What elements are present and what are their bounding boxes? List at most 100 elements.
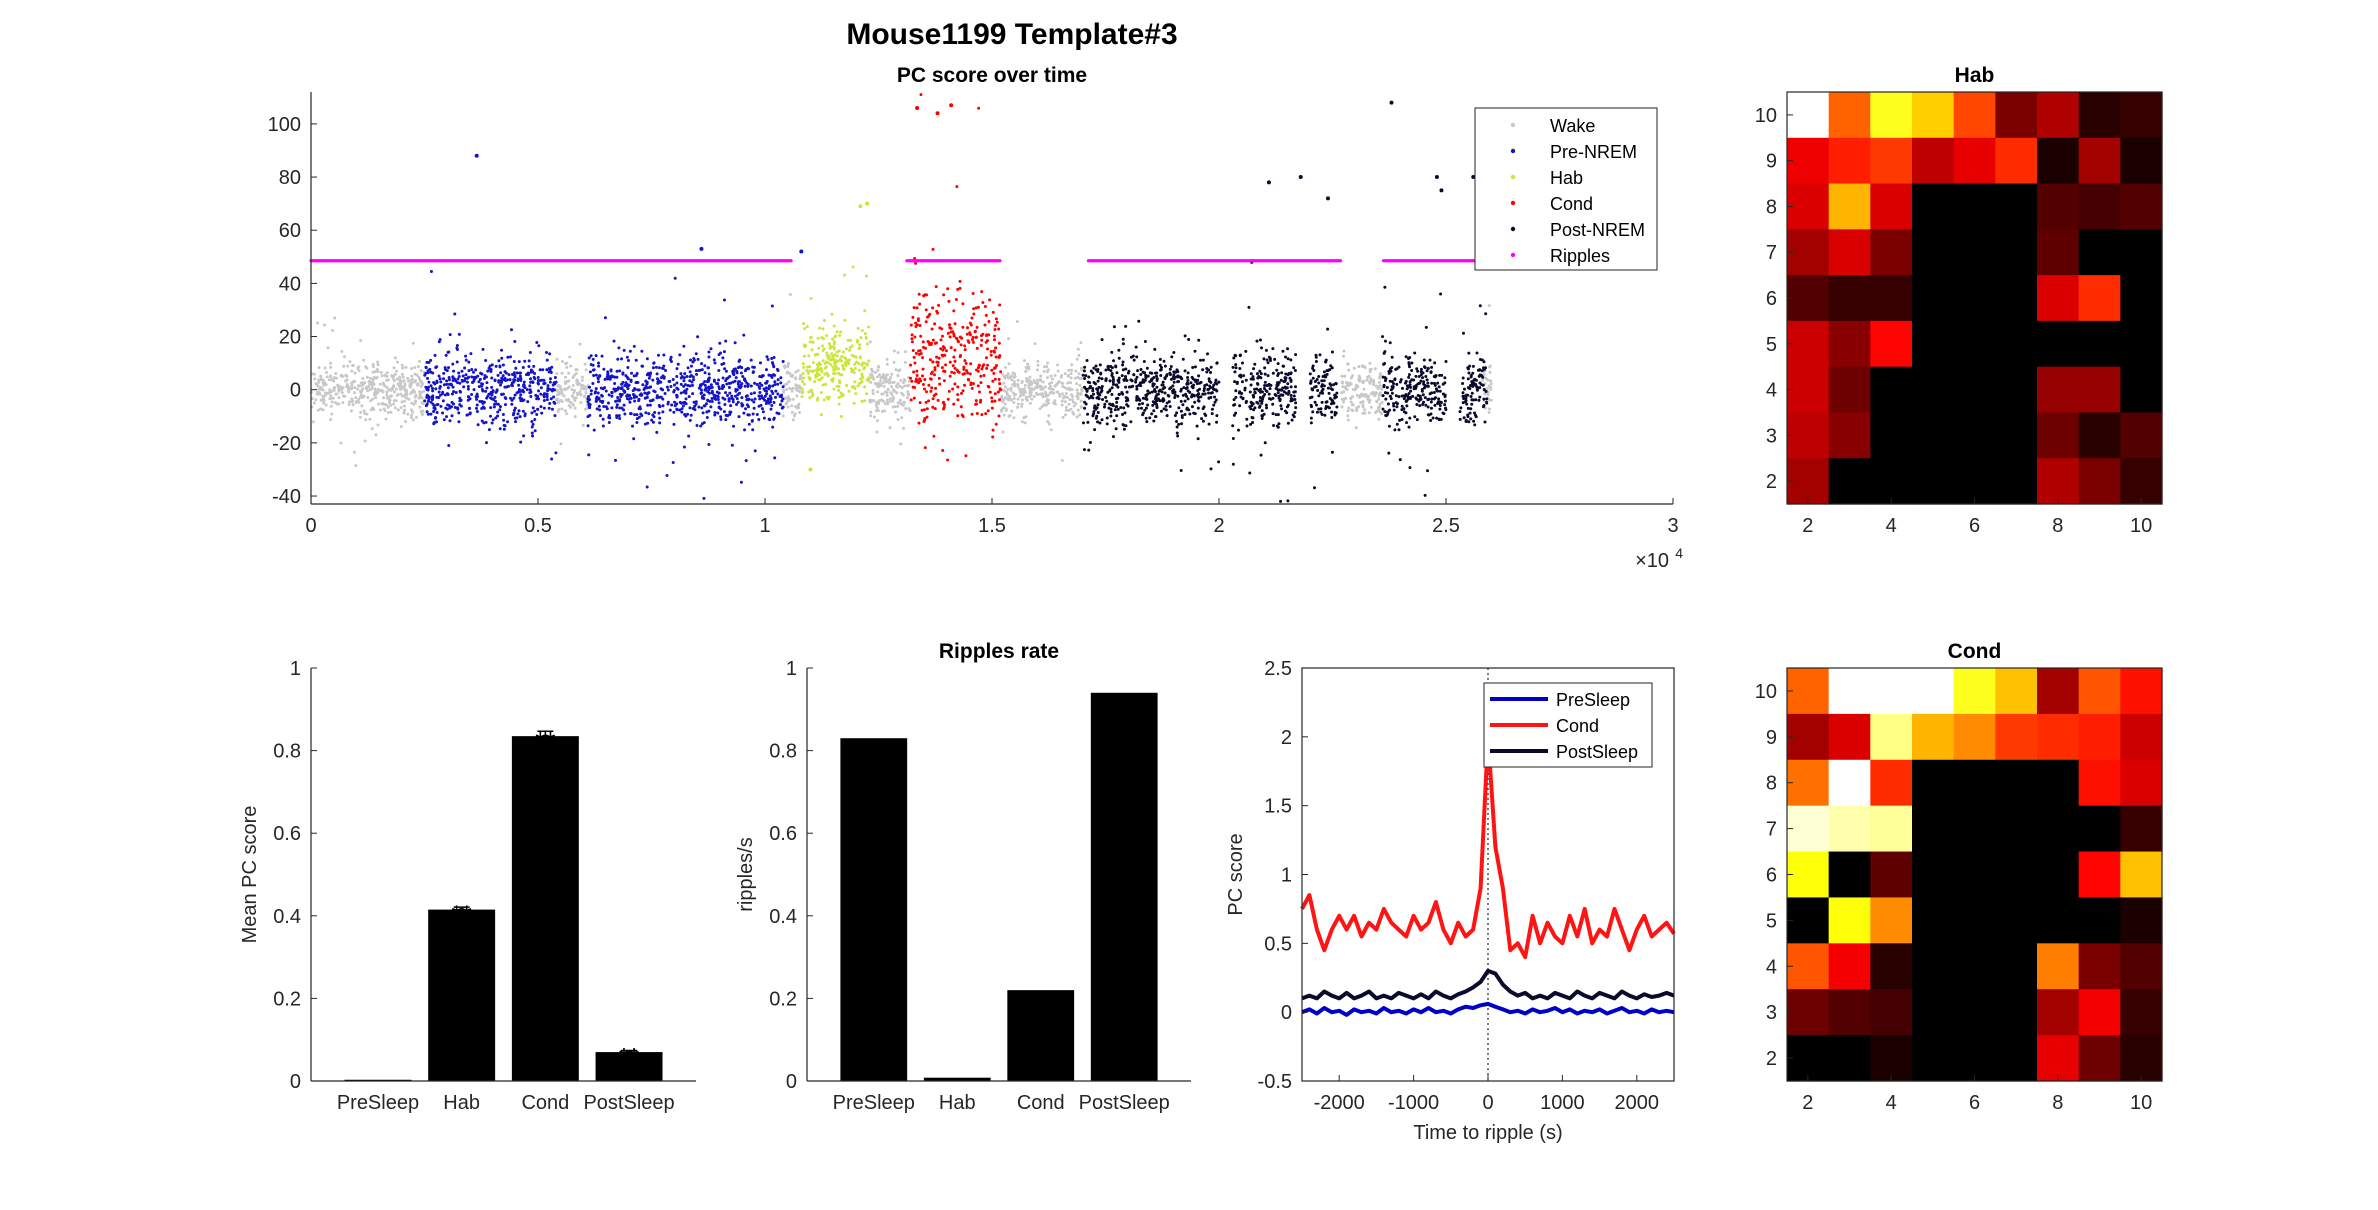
scatter-point	[528, 388, 532, 392]
scatter-point	[763, 394, 767, 398]
scatter-point	[1063, 372, 1067, 376]
scatter-point	[631, 392, 635, 396]
scatter-point	[610, 406, 614, 410]
scatter-point	[339, 373, 343, 377]
scatter-point	[917, 421, 921, 425]
scatter-point	[758, 361, 762, 365]
scatter-point	[648, 403, 652, 407]
scatter-point	[751, 428, 755, 432]
scatter-point	[1481, 405, 1485, 409]
scatter-point	[512, 359, 516, 363]
scatter-point	[448, 419, 452, 423]
scatter-point	[675, 375, 679, 379]
scatter-point	[1069, 371, 1073, 375]
scatter-point	[1103, 402, 1107, 406]
scatter-point	[1419, 367, 1423, 371]
scatter-point	[1085, 358, 1089, 362]
scatter-point	[1252, 367, 1256, 371]
scatter-point	[997, 341, 1001, 345]
scatter-point	[1083, 400, 1087, 404]
scatter-point	[595, 407, 599, 411]
scatter-point	[466, 395, 470, 399]
scatter-point	[1231, 365, 1235, 369]
scatter-point	[1091, 392, 1095, 396]
scatter-point	[1025, 366, 1029, 370]
scatter-point	[626, 365, 630, 369]
scatter-point	[647, 412, 651, 416]
scatter-point	[1003, 366, 1007, 370]
scatter-point	[900, 416, 904, 420]
scatter-point	[894, 410, 898, 414]
scatter-point	[1420, 387, 1424, 391]
scatter-point	[802, 376, 806, 380]
scatter-point	[852, 401, 856, 405]
scatter-point	[999, 370, 1003, 374]
scatter-point	[1144, 393, 1148, 397]
scatter-point	[439, 404, 443, 408]
scatter-point	[1215, 414, 1219, 418]
scatter-point	[1276, 388, 1280, 392]
scatter-point	[734, 387, 738, 391]
scatter-point	[1418, 381, 1422, 385]
scatter-point	[1311, 376, 1315, 380]
scatter-point	[645, 373, 649, 377]
scatter-point	[517, 409, 521, 413]
scatter-point	[1217, 460, 1221, 464]
scatter-point	[317, 380, 321, 384]
scatter-point	[468, 411, 472, 415]
scatter-point	[413, 380, 417, 384]
scatter-point	[679, 372, 683, 376]
scatter-point	[798, 390, 802, 394]
scatter-point	[882, 384, 886, 388]
scatter-point	[682, 376, 686, 380]
scatter-point	[1113, 408, 1117, 412]
scatter-point	[1484, 389, 1488, 393]
scatter-point	[700, 406, 704, 410]
scatter-point	[1318, 353, 1322, 357]
scatter-point	[699, 424, 703, 428]
scatter-point	[1124, 396, 1128, 400]
scatter-point	[774, 389, 778, 393]
scatter-point	[1195, 393, 1199, 397]
scatter-point	[951, 330, 955, 334]
scatter-point	[474, 153, 479, 158]
scatter-point	[1141, 402, 1145, 406]
scatter-point	[417, 396, 421, 400]
scatter-point	[555, 372, 559, 376]
scatter-point	[1260, 401, 1264, 405]
scatter-point	[1114, 364, 1118, 368]
scatter-point	[993, 399, 997, 403]
scatter-point	[1184, 392, 1188, 396]
scatter-point	[1117, 392, 1121, 396]
scatter-point	[965, 332, 969, 336]
scatter-point	[597, 404, 601, 408]
scatter-point	[578, 342, 582, 346]
scatter-point	[919, 334, 923, 338]
scatter-point	[1144, 397, 1148, 401]
scatter-point	[790, 374, 794, 378]
scatter-point	[464, 373, 468, 377]
scatter-point	[1309, 405, 1313, 409]
scatter-point	[852, 371, 856, 375]
scatter-point	[1179, 469, 1183, 473]
scatter-point	[400, 372, 404, 376]
scatter-point	[1004, 408, 1008, 412]
scatter-point	[1040, 404, 1044, 408]
scatter-point	[1010, 409, 1014, 413]
scatter-point	[535, 413, 539, 417]
scatter-point	[596, 391, 600, 395]
scatter-point	[356, 387, 360, 391]
scatter-point	[1072, 404, 1076, 408]
scatter-point	[825, 396, 829, 400]
scatter-point	[640, 349, 644, 353]
scatter-point	[806, 365, 810, 369]
scatter-point	[1419, 373, 1423, 377]
scatter-point	[1003, 376, 1007, 380]
scatter-point	[465, 380, 469, 384]
scatter-point	[1049, 428, 1053, 432]
scatter-point	[1467, 371, 1471, 375]
scatter-point	[587, 403, 591, 407]
scatter-point	[623, 412, 627, 416]
scatter-point	[359, 339, 363, 343]
scatter-point	[712, 358, 716, 362]
